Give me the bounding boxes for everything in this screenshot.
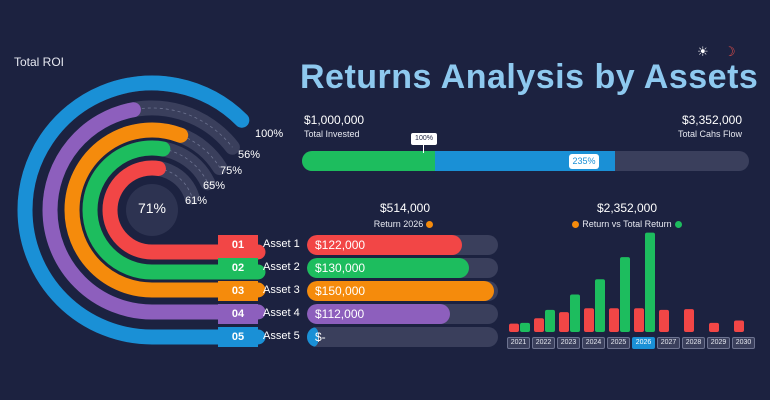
total-return-bar	[620, 257, 630, 332]
year-tab-2025[interactable]: 2025	[607, 337, 630, 349]
asset-amount: $150,000	[315, 284, 366, 298]
returns-bar-chart	[509, 232, 744, 332]
roi-ring-arc	[17, 75, 266, 345]
year-tab-2024[interactable]: 2024	[582, 337, 605, 349]
asset-bar-fill	[307, 281, 495, 301]
roi-center-circle	[126, 184, 178, 236]
total-cashflow-value: $3,352,000	[681, 113, 742, 127]
asset-name-label: Asset 4	[263, 307, 300, 319]
cashflow-progress-bar	[302, 151, 749, 171]
return-label: Return 2026	[373, 219, 424, 229]
year-tab-2030[interactable]: 2030	[732, 337, 755, 349]
progress-percent-badge: 235%	[569, 154, 599, 169]
total-return-bar	[545, 309, 555, 332]
total-return-bar	[570, 294, 580, 332]
return-bar	[509, 323, 519, 332]
asset-amount: $122,000	[315, 238, 366, 252]
green-dot-icon	[674, 221, 682, 229]
return-vs-total-label-row: Return vs Total Return	[557, 219, 697, 229]
roi-radial-chart	[17, 75, 266, 345]
orange-dot-icon	[426, 221, 434, 229]
year-tab-2026[interactable]: 2026	[632, 337, 655, 349]
year-tab-2029[interactable]: 2029	[707, 337, 730, 349]
asset-number-badge: 05	[218, 327, 258, 347]
asset-amount: $130,000	[315, 261, 366, 275]
return-value: $514,000	[379, 201, 431, 215]
asset-name-label: Asset 3	[263, 284, 300, 296]
asset-bar-track: $112,000	[307, 304, 498, 324]
asset-bar-fill	[307, 304, 451, 324]
roi-ring-arc	[42, 102, 266, 320]
asset-bar-fill	[307, 258, 470, 278]
asset-bar-track: $122,000	[307, 235, 498, 255]
sun-icon[interactable]: ☀	[697, 44, 709, 59]
progress-marker-label: 100%	[411, 133, 437, 145]
year-tab-2022[interactable]: 2022	[532, 337, 555, 349]
roi-ring-label: 100%	[255, 128, 284, 140]
return-vs-total-value: $2,352,000	[596, 201, 658, 215]
asset-number-badge: 02	[218, 258, 258, 278]
roi-ring-label: 75%	[220, 165, 243, 177]
return-bar	[584, 308, 594, 332]
roi-ring-guide	[109, 167, 193, 211]
return-bar	[734, 320, 744, 332]
asset-name-label: Asset 5	[263, 330, 300, 342]
total-roi-label: Total ROI	[14, 55, 65, 69]
return-bar	[659, 309, 669, 332]
total-invested-value: $1,000,000	[304, 113, 365, 127]
year-tab-2027[interactable]: 2027	[657, 337, 680, 349]
progress-marker-line	[423, 145, 424, 153]
asset-number-badge: 03	[218, 281, 258, 301]
asset-bar-fill	[307, 327, 319, 347]
year-tab-2023[interactable]: 2023	[557, 337, 580, 349]
orange-dot-icon	[572, 221, 580, 229]
moon-icon[interactable]: ☽	[724, 44, 736, 59]
page-title: Returns Analysis by Assets	[300, 58, 759, 96]
asset-amount: $112,000	[315, 307, 365, 321]
return-bar	[709, 322, 719, 332]
total-return-bar	[595, 279, 605, 332]
return-bar	[634, 308, 644, 332]
return-label-row: Return 2026	[345, 219, 465, 229]
return-vs-total-label: Return vs Total Return	[582, 219, 672, 229]
return-bar	[559, 312, 569, 332]
roi-ring-arc	[64, 122, 266, 298]
asset-number-badge: 04	[218, 304, 258, 324]
year-tab-2021[interactable]: 2021	[507, 337, 530, 349]
roi-ring-label: 61%	[185, 195, 208, 207]
asset-name-label: Asset 1	[263, 238, 300, 250]
invested-progress-fill	[302, 151, 436, 171]
total-cashflow-label: Total Cahs Flow	[677, 129, 742, 139]
roi-ring-arc	[82, 140, 266, 280]
total-invested-label: Total Invested	[304, 129, 360, 139]
asset-bar-fill	[307, 235, 462, 255]
asset-bar-track: $-	[307, 327, 498, 347]
roi-center-label: 71%	[137, 200, 167, 216]
asset-bar-track: $150,000	[307, 281, 498, 301]
asset-name-label: Asset 2	[263, 261, 300, 273]
return-bar	[684, 309, 694, 332]
return-bar	[534, 318, 544, 332]
total-return-bar	[645, 232, 655, 332]
roi-ring-label: 56%	[238, 149, 261, 161]
asset-amount: $-	[315, 330, 326, 344]
total-return-bar	[520, 322, 530, 332]
asset-number-badge: 01	[218, 235, 258, 255]
return-bar	[609, 308, 619, 332]
asset-bar-track: $130,000	[307, 258, 498, 278]
roi-ring-label: 65%	[203, 180, 226, 192]
roi-ring-arc	[102, 160, 266, 260]
year-tab-2028[interactable]: 2028	[682, 337, 705, 349]
